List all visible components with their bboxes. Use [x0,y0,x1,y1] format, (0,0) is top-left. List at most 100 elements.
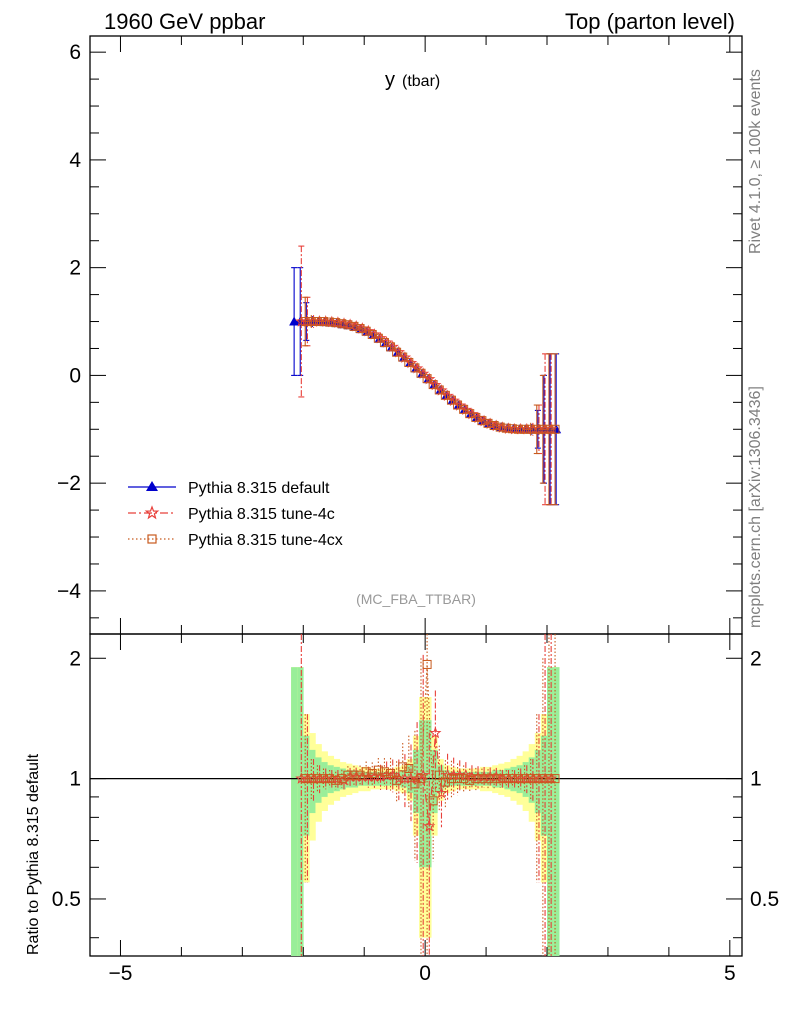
legend-entry-default: Pythia 8.315 default [128,480,330,497]
main-ytick-label: 0 [69,364,81,387]
ratio-band-green [522,762,530,797]
ratio-point-square [459,774,469,784]
tick-labels: 6 4 2 0 −2 −4 2 2 1 1 0.5 0.5 −5 0 5 [52,41,779,985]
data-point-square [337,319,347,329]
ratio-band-green [540,735,548,836]
xtick-label: 0 [419,962,431,985]
ratio-point-square [513,774,523,784]
ratio-point-square [526,774,536,784]
ratio-point-square [507,774,517,784]
ratio-frame [89,633,743,957]
data-point-square [325,317,335,327]
ratio-bands [90,667,742,956]
data-point-square [520,424,530,434]
legend-label-tune4cx: Pythia 8.315 tune-4cx [188,532,343,549]
data-point-square [440,390,450,400]
data-point-square [410,363,420,373]
ratio-ytick-label-right: 2 [750,647,762,670]
legend-marker-tune4cx [147,534,157,544]
data-point-square [386,342,396,352]
legend: Pythia 8.315 default Pythia 8.315 tune-4… [128,480,343,549]
ratio-point-square [544,774,554,784]
side-label-rivet: Rivet 4.1.0, ≥ 100k events [747,69,764,254]
ratio-point-square [465,775,475,785]
ratio-ylabel: Ratio to Pythia 8.315 default [25,753,42,955]
ratio-point-square [392,775,402,785]
ratio-point-star [429,726,442,739]
ratio-point-square [410,779,420,789]
main-ytick-label: −2 [57,472,81,495]
data-point-square [532,424,542,434]
data-point-square [501,423,511,433]
ratio-point-square [379,767,389,777]
ratio-band-green [303,735,310,836]
ratio-band-green [553,667,560,956]
data-point-square [434,385,444,395]
ratio-layer [295,634,560,956]
ratio-ytick-label-left: 1 [69,768,81,791]
data-point-square [392,347,402,357]
data-point-square [489,421,499,431]
plot-title-main: y [385,69,395,91]
ratio-point-square [483,774,493,784]
main-ytick-label: 4 [69,149,81,172]
ratio-point-square [434,770,444,780]
analysis-watermark: (MC_FBA_TTBAR) [356,591,476,607]
data-point-square [471,412,481,422]
ratio-point-square [355,770,365,780]
ratio-point-square [343,770,353,780]
data-point-square [319,317,329,327]
ratio-band-green [315,757,322,803]
plot-title-sub: (tbar) [402,73,440,90]
ratio-series-2 [300,634,560,956]
data-point-square [526,424,536,434]
ratio-point-square [300,774,310,784]
data-point-square [312,317,322,327]
data-point-square [343,320,353,330]
data-point-square [306,317,316,327]
ratio-point-square [331,775,341,785]
series-line [301,320,552,430]
header-left: 1960 GeV ppbar [104,9,265,34]
ratio-point-square [428,796,438,806]
ratio-band-green [431,749,438,814]
axis-ticks [90,36,742,956]
ratio-point-star [423,819,436,832]
ratio-ytick-label-right: 0.5 [750,888,779,911]
ratio-point-square [489,774,499,784]
ratio-point-square [404,763,414,773]
ratio-point-square [319,774,329,784]
header-right: Top (parton level) [565,9,735,34]
ratio-point-square [306,774,316,784]
ratio-point-square [416,774,426,784]
series-0 [289,267,562,506]
xtick-label: 5 [724,962,736,985]
side-label-mcplots: mcplots.cern.ch [arXiv:1306.3436] [747,386,764,628]
data-point-square [361,326,371,336]
series-1 [295,245,558,506]
data-point-square [538,424,548,434]
data-point-square [300,317,310,327]
legend-entry-tune4cx: Pythia 8.315 tune-4cx [128,532,343,549]
ratio-point-square [477,774,487,784]
main-ytick-label: 6 [69,41,81,64]
data-point-square [331,318,341,328]
ratio-point-square [422,659,432,669]
ratio-point-square [550,774,560,784]
ratio-ytick-label-right: 1 [750,768,762,791]
legend-label-default: Pythia 8.315 default [188,480,330,497]
data-point-square [495,422,505,432]
ratio-point-square [471,774,481,784]
ratio-band-green [419,720,426,868]
ratio-band-green [425,720,432,868]
data-point-square [477,416,487,426]
ratio-ytick-label-left: 2 [69,647,81,670]
data-point-square [404,357,414,367]
xtick-label: −5 [108,962,132,985]
data-point-square [483,418,493,428]
ratio-point-square [538,774,548,784]
data-point-square [422,374,432,384]
ratio-ytick-label-left: 0.5 [52,888,81,911]
data-point-square [349,321,359,331]
